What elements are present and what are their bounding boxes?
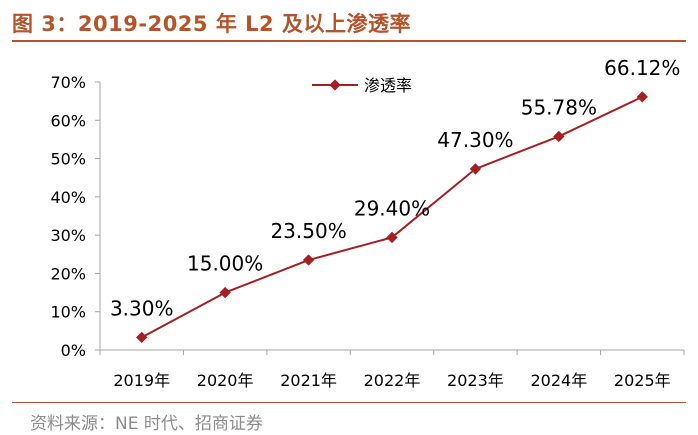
legend-label: 渗透率 xyxy=(364,76,412,95)
x-axis: 2019年 2020年 2021年 2022年 2023年 2024年 2025年 xyxy=(99,349,685,390)
y-tick-label: 40% xyxy=(50,188,86,207)
data-label: 47.30% xyxy=(437,128,513,152)
x-tick-label: 2021年 xyxy=(280,371,337,390)
data-label: 66.12% xyxy=(604,56,680,80)
y-tick-label: 30% xyxy=(50,226,86,245)
data-label: 29.40% xyxy=(354,196,430,220)
legend: 渗透率 xyxy=(312,76,412,95)
data-labels: 3.30% 15.00% 23.50% 29.40% 47.30% 55.78% 66.12… xyxy=(110,56,680,321)
x-tick-label: 2020年 xyxy=(197,371,254,390)
y-tick-label: 60% xyxy=(50,111,86,130)
data-point xyxy=(386,231,398,244)
x-tick-label: 2019年 xyxy=(113,371,170,390)
chart-title: 图 3：2019-2025 年 L2 及以上渗透率 xyxy=(12,12,411,36)
data-point xyxy=(469,163,482,175)
data-point xyxy=(219,286,231,299)
legend-marker xyxy=(329,79,341,91)
y-tick-label: 10% xyxy=(50,303,86,322)
data-label: 55.78% xyxy=(521,95,597,119)
y-tick-label: 50% xyxy=(50,150,86,169)
data-point xyxy=(302,254,315,266)
data-label: 3.30% xyxy=(110,296,174,320)
x-tick-label: 2025年 xyxy=(614,371,671,390)
x-tick-label: 2022年 xyxy=(364,371,421,390)
footer-divider xyxy=(12,402,686,403)
line-chart: 0%10%20%30%40%50%60%70% 2019年 2020年 2021年 2… xyxy=(50,56,685,390)
y-tick-label: 70% xyxy=(50,73,86,92)
x-tick-label: 2024年 xyxy=(530,371,587,390)
data-label: 23.50% xyxy=(270,219,346,243)
source-note: 资料来源：NE 时代、招商证券 xyxy=(30,414,263,434)
y-tick-label: 0% xyxy=(61,341,86,360)
data-point xyxy=(136,331,148,344)
data-label: 15.00% xyxy=(187,252,263,276)
data-point xyxy=(636,91,648,103)
y-tick-label: 20% xyxy=(50,264,86,283)
x-tick-label: 2023年 xyxy=(447,371,504,390)
title-divider xyxy=(12,40,686,42)
y-axis: 0% 10% 20% 30% 40% 50% 60% 70% xyxy=(50,73,101,360)
data-point xyxy=(553,130,565,143)
